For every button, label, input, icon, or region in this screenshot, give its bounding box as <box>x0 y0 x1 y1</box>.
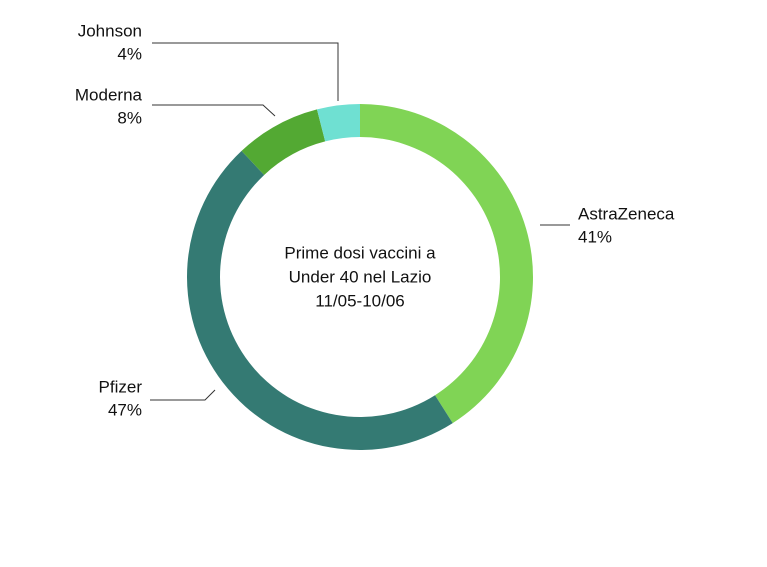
leader-line <box>152 42 339 101</box>
chart-title: Under 40 nel Lazio <box>289 267 432 286</box>
chart-title: 11/05-10/06 <box>315 291 404 310</box>
leader-line <box>152 104 276 117</box>
data-label: 47% <box>108 400 142 419</box>
legend-label: Pfizer <box>99 377 143 396</box>
legend-label: Moderna <box>75 85 143 104</box>
donut-slice <box>316 104 360 142</box>
donut-slice <box>360 104 534 424</box>
legend-label: AstraZeneca <box>578 204 675 223</box>
data-label: 4% <box>117 44 142 63</box>
donut-slice <box>241 109 326 175</box>
data-label: 41% <box>578 227 612 246</box>
donut-slice <box>186 150 453 451</box>
legend-label: Johnson <box>78 21 142 40</box>
leader-line <box>150 389 216 401</box>
chart-title: Prime dosi vaccini a <box>284 243 436 262</box>
data-label: 8% <box>117 108 142 127</box>
